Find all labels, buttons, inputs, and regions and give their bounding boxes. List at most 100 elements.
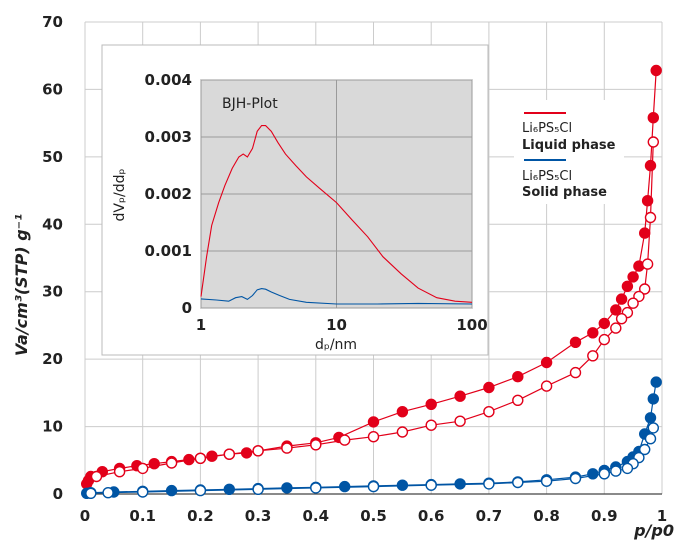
data-point — [194, 484, 207, 497]
inset-y-tick-label: 0 — [182, 299, 192, 317]
inset-y-tick-label: 0.003 — [145, 128, 192, 146]
data-point — [512, 476, 524, 489]
data-point — [240, 447, 253, 459]
data-point — [425, 419, 437, 431]
data-point — [396, 426, 409, 438]
data-point — [194, 452, 207, 464]
y-tick-label: 40 — [42, 215, 63, 233]
data-point — [425, 398, 437, 410]
data-point — [454, 478, 466, 490]
y-axis-title: Va/cm³(STP) g⁻¹ — [12, 214, 31, 356]
x-tick-label: 0 — [80, 507, 90, 525]
inset-x-tick-label: 1 — [196, 316, 206, 334]
x-axis-title: p/p0 — [633, 521, 674, 540]
data-point — [367, 431, 380, 443]
data-point — [569, 336, 582, 348]
x-tick-label: 1 — [657, 507, 667, 525]
data-point — [367, 480, 380, 493]
x-tick-label: 0.9 — [591, 507, 618, 525]
data-point — [339, 480, 351, 493]
data-point — [148, 458, 160, 470]
data-point — [396, 406, 409, 418]
data-point — [281, 482, 293, 494]
data-point — [165, 457, 178, 469]
data-point — [647, 422, 659, 434]
data-point — [610, 322, 622, 334]
data-point — [644, 412, 657, 424]
data-point — [136, 462, 149, 475]
y-tick-label: 20 — [42, 350, 63, 368]
data-point — [113, 466, 126, 478]
data-point — [85, 487, 97, 499]
legend-box — [514, 100, 624, 204]
x-tick-label: 0.6 — [418, 507, 445, 525]
x-tick-label: 0.2 — [187, 507, 214, 525]
data-point — [90, 470, 103, 483]
y-tick-label: 50 — [42, 148, 63, 166]
legend-subtitle-solid: Solid phase — [522, 185, 607, 200]
data-point — [621, 462, 634, 475]
y-tick-label: 70 — [42, 13, 63, 31]
data-point — [641, 258, 654, 270]
data-point — [136, 486, 149, 498]
data-point — [183, 453, 195, 466]
inset-title: BJH-Plot — [222, 96, 278, 112]
data-point — [512, 394, 524, 406]
data-point — [615, 293, 628, 305]
data-point — [644, 433, 657, 445]
data-point — [598, 333, 610, 346]
y-tick-label: 60 — [42, 80, 63, 98]
data-point — [587, 468, 599, 480]
inset-x-tick-label: 10 — [326, 316, 347, 334]
legend: Li₆PS₅Cl Liquid phase Li₆PS₅Cl Solid pha… — [514, 100, 624, 204]
inset-ticks: 1 10 100 0 0.001 0.002 0.003 0.004 — [145, 71, 488, 334]
data-point — [598, 317, 610, 330]
data-point — [647, 111, 659, 124]
data-point — [610, 304, 622, 316]
inset-series-line-1 — [200, 288, 473, 305]
inset-y-tick-label: 0.001 — [145, 242, 192, 260]
data-point — [540, 356, 553, 369]
data-point — [621, 280, 634, 292]
data-point — [610, 465, 622, 477]
data-point — [281, 442, 293, 454]
data-point — [587, 350, 599, 362]
inset-y-tick-label: 0.002 — [145, 185, 192, 203]
legend-name-liquid: Li₆PS₅Cl — [522, 121, 572, 136]
data-point — [641, 194, 654, 207]
data-point — [310, 482, 322, 494]
x-tick-label: 0.4 — [303, 507, 330, 525]
data-point — [483, 381, 495, 394]
data-point — [569, 366, 582, 379]
data-point — [647, 136, 659, 148]
inset-x-axis-title: dₚ/nm — [315, 337, 357, 353]
x-tick-label: 0.1 — [129, 507, 156, 525]
data-point — [223, 448, 236, 460]
data-point — [598, 468, 610, 480]
data-point — [206, 450, 218, 462]
y-tick-label: 0 — [53, 485, 63, 503]
inset-x-tick-label: 100 — [456, 316, 487, 334]
inset-grid — [200, 79, 473, 309]
data-point — [483, 406, 495, 418]
legend-name-solid: Li₆PS₅Cl — [522, 169, 572, 184]
series-points — [80, 64, 662, 499]
inset-lines — [200, 125, 473, 305]
data-point — [165, 484, 178, 497]
data-point — [615, 313, 628, 325]
data-point — [252, 483, 264, 495]
data-point — [540, 380, 553, 392]
data-point — [569, 472, 582, 485]
main-ticks: 0 0.1 0.2 0.3 0.4 0.5 0.6 0.7 0.8 0.9 101020304050… — [42, 13, 667, 525]
inset-y-tick-label: 0.004 — [145, 71, 192, 89]
inset-y-axis-title: dVₚ/ddₚ — [112, 169, 128, 222]
data-point — [339, 434, 351, 446]
data-point — [483, 478, 495, 490]
x-tick-label: 0.3 — [245, 507, 272, 525]
data-point — [639, 443, 651, 456]
y-tick-label: 10 — [42, 418, 63, 436]
data-point — [647, 393, 659, 405]
data-point — [650, 64, 662, 77]
data-point — [367, 416, 380, 428]
